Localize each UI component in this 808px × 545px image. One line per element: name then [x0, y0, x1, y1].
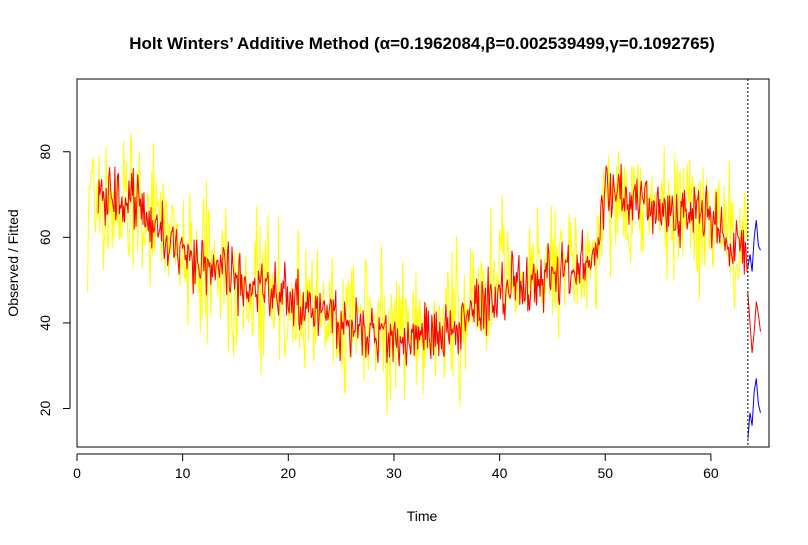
x-axis: 0 10 20 30 40 50 60 [73, 453, 719, 481]
y-tick-label: 20 [37, 400, 53, 416]
series-forecast-line [747, 220, 761, 272]
series-fitted-line [97, 163, 749, 367]
x-tick-label: 60 [703, 465, 719, 481]
chart-title: Holt Winters’ Additive Method (α=0.19620… [129, 34, 715, 53]
x-tick-label: 50 [597, 465, 613, 481]
x-tick-label: 30 [386, 465, 402, 481]
y-tick-label: 40 [37, 315, 53, 331]
x-tick-label: 40 [492, 465, 508, 481]
x-axis-label: Time [407, 508, 438, 524]
plot-frame [76, 78, 770, 448]
y-axis-label: Observed / Fitted [5, 209, 21, 316]
series-observed-line [87, 133, 749, 415]
y-tick-label: 80 [37, 144, 53, 160]
x-tick-label: 20 [281, 465, 297, 481]
series-lower-95--line [747, 378, 761, 439]
x-tick-label: 0 [73, 465, 81, 481]
x-tick-label: 10 [175, 465, 191, 481]
y-tick-label: 60 [37, 229, 53, 245]
series-upper-95--line [747, 292, 761, 353]
series-layer [87, 79, 761, 447]
y-axis: 20 40 60 80 [37, 144, 71, 416]
